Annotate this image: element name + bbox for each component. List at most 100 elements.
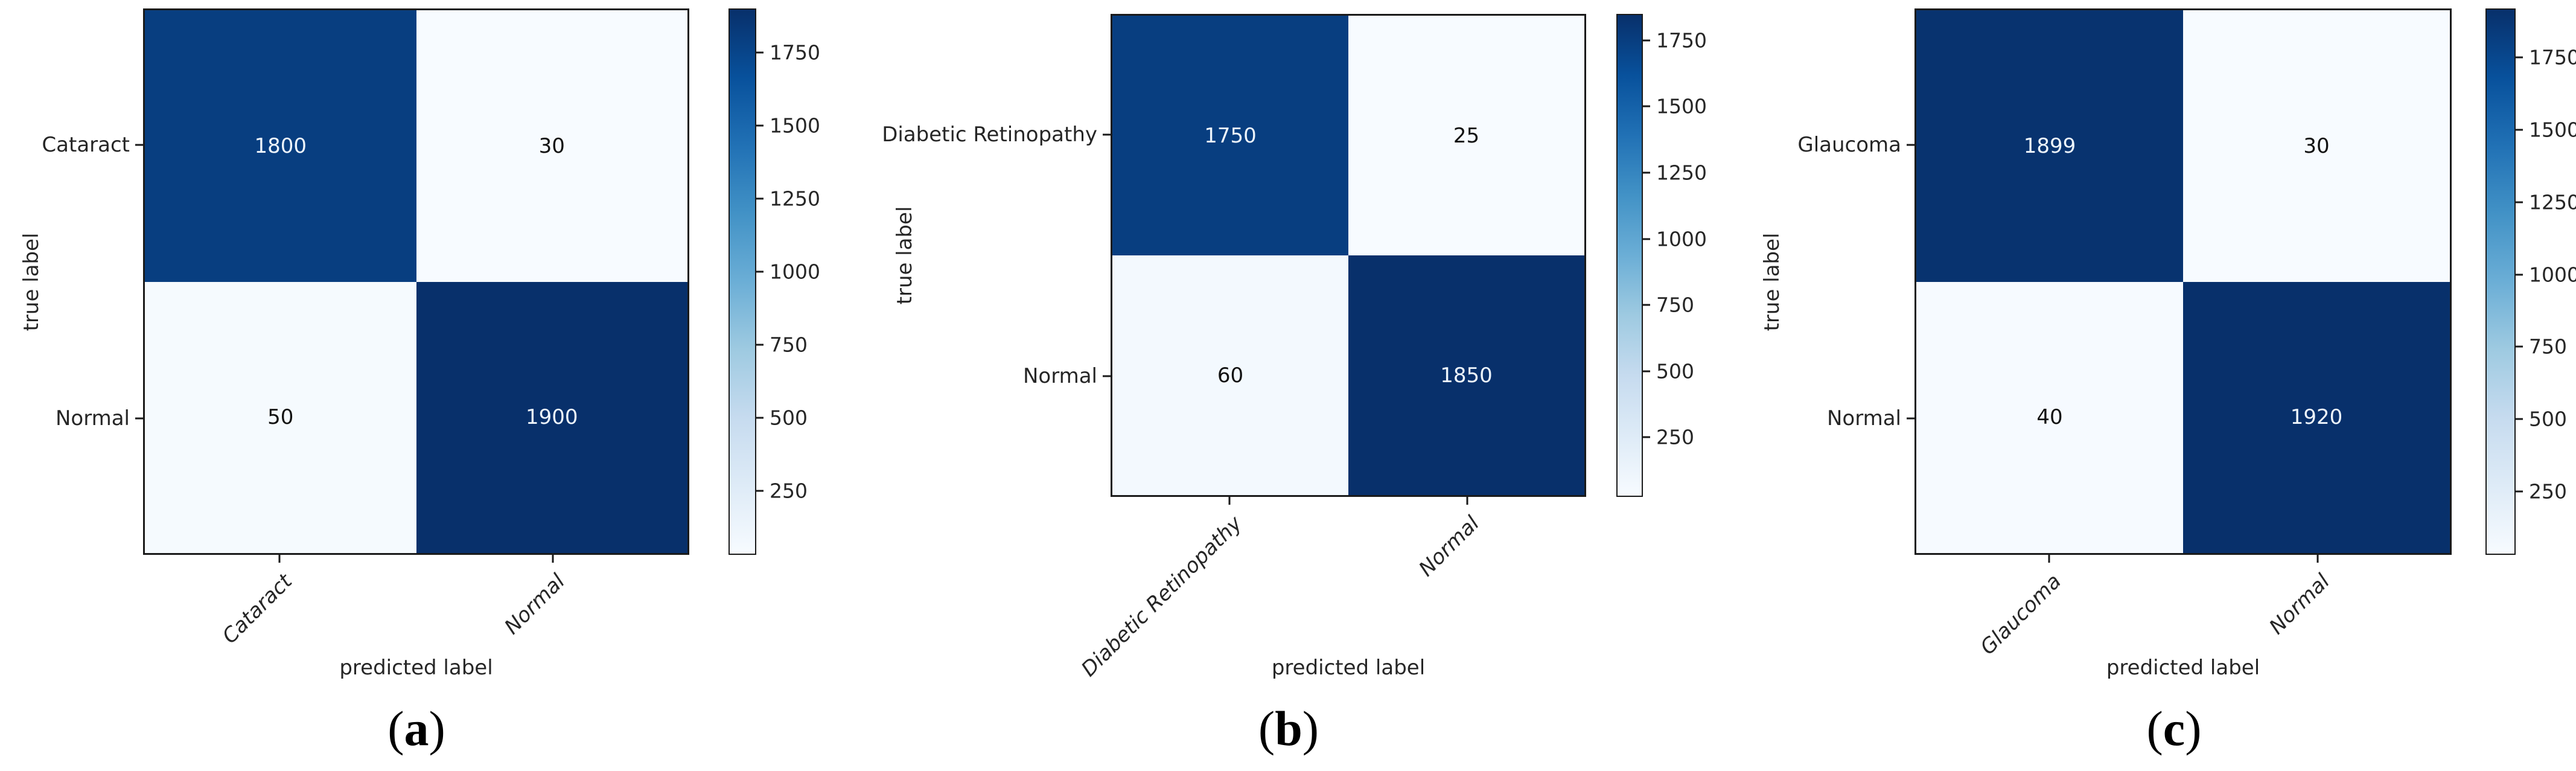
x-tick-label: Normal	[500, 569, 570, 639]
y-tick-mark	[1907, 144, 1914, 146]
x-tick-mark	[552, 555, 554, 563]
colorbar-tick-label: 1500	[2529, 118, 2576, 142]
colorbar-tick-label: 1000	[1656, 227, 1707, 251]
colorbar-tick-label: 250	[770, 479, 808, 503]
y-axis-ticks: Cataract Normal	[0, 8, 143, 555]
cell-value: 60	[1217, 363, 1244, 388]
caption-letter: b	[1275, 701, 1302, 756]
colorbar-tick-mark	[1643, 238, 1650, 240]
colorbar-tick-mark	[756, 124, 764, 127]
y-axis-ticks: Diabetic Retinopathy Normal	[859, 14, 1111, 497]
colorbar-tick-mark	[2516, 490, 2523, 493]
cell-value: 30	[2303, 133, 2330, 158]
x-tick-mark	[1466, 497, 1468, 505]
caption-open-paren: (	[2146, 701, 2163, 756]
matrix-cell-0-0: 1800	[145, 10, 416, 282]
y-tick-label: Diabetic Retinopathy	[882, 123, 1097, 147]
colorbar-tick-label: 1250	[770, 187, 820, 211]
caption-letter: c	[2163, 701, 2185, 756]
matrix-cell-1-0: 60	[1112, 255, 1348, 495]
cell-value: 1900	[525, 405, 578, 430]
colorbar-tick-mark	[1643, 304, 1650, 306]
x-tick-label-wrap: Cataract	[0, 569, 296, 648]
colorbar-tick-mark	[756, 490, 764, 492]
colorbar	[2485, 8, 2516, 555]
cell-value: 1750	[1204, 123, 1257, 148]
colorbar-tick-mark	[2516, 56, 2523, 59]
colorbar-tick-label: 500	[770, 406, 808, 430]
colorbar	[1616, 14, 1643, 497]
x-tick-label-wrap: Normal	[239, 569, 570, 639]
matrix-cell-1-0: 40	[1916, 281, 2183, 553]
caption-open-paren: (	[1258, 701, 1275, 756]
cell-value: 1899	[2023, 133, 2076, 158]
x-tick-label-wrap: Normal	[1153, 511, 1485, 581]
cell-value: 1800	[254, 133, 307, 158]
y-tick-mark	[1103, 133, 1111, 136]
matrix-cell-1-1: 1900	[416, 281, 687, 553]
x-tick-label-wrap: Normal	[2004, 569, 2335, 639]
matrix-cell-1-1: 1850	[1348, 255, 1584, 495]
panel-caption: (c)	[2146, 701, 2202, 756]
colorbar-tick-label: 1500	[1656, 94, 1707, 118]
y-tick-mark	[135, 144, 143, 146]
colorbar-tick-mark	[756, 417, 764, 419]
colorbar-tick-label: 1000	[2529, 263, 2576, 287]
matrix-cell-0-0: 1750	[1112, 16, 1348, 255]
colorbar-tick-label: 1250	[1656, 161, 1707, 185]
colorbar-tick-mark	[1643, 105, 1650, 107]
colorbar-ticks: 1750 1500 1250 1000 750 500 250	[1643, 14, 1776, 497]
x-axis-title: predicted label	[1271, 656, 1426, 680]
panel-caption: (b)	[1258, 701, 1319, 756]
colorbar-tick-label: 1000	[770, 260, 820, 284]
x-tick-mark	[278, 555, 281, 563]
confusion-matrix-panel-c: true label Glaucoma Normal 1899 30 40 1920 G…	[1718, 0, 2576, 771]
colorbar-tick-label: 500	[2529, 407, 2567, 431]
cell-value: 1850	[1440, 363, 1493, 388]
colorbar-tick-label: 250	[2529, 479, 2567, 504]
heatmap-matrix: 1750 25 60 1850	[1111, 14, 1586, 497]
y-tick-label: Cataract	[42, 133, 130, 158]
x-tick-label: Normal	[2265, 569, 2335, 639]
matrix-cell-1-1: 1920	[2183, 281, 2450, 553]
colorbar-tick-label: 1500	[770, 114, 820, 138]
x-axis-ticks: Cataract Normal	[143, 555, 689, 748]
caption-letter: a	[404, 701, 429, 756]
x-axis-title: predicted label	[2106, 656, 2260, 680]
colorbar-tick-mark	[756, 197, 764, 200]
panel-caption: (a)	[387, 701, 445, 756]
caption-close-paren: )	[1302, 701, 1319, 756]
x-tick-mark	[1228, 497, 1231, 505]
colorbar-tick-mark	[2516, 201, 2523, 203]
matrix-cell-0-1: 30	[2183, 10, 2450, 282]
colorbar-tick-mark	[756, 270, 764, 273]
caption-close-paren: )	[429, 701, 445, 756]
colorbar-ticks: 1750 1500 1250 1000 750 500 250	[2516, 8, 2576, 555]
cell-value: 40	[2036, 405, 2063, 430]
colorbar-tick-label: 1750	[2529, 45, 2576, 69]
y-tick-label: Normal	[1826, 406, 1901, 430]
colorbar-tick-mark	[1643, 171, 1650, 174]
cell-value: 30	[538, 133, 565, 158]
colorbar-tick-mark	[756, 344, 764, 346]
colorbar-tick-label: 500	[1656, 359, 1694, 383]
cell-value: 25	[1453, 123, 1480, 148]
x-axis-title: predicted label	[339, 656, 493, 680]
colorbar-tick-label: 1750	[770, 40, 820, 65]
x-tick-label-wrap: Glaucoma	[1735, 569, 2066, 660]
x-tick-label: Diabetic Retinopathy	[1076, 511, 1247, 682]
colorbar-tick-mark	[1643, 39, 1650, 42]
y-tick-mark	[1103, 375, 1111, 377]
colorbar-ticks: 1750 1500 1250 1000 750 500 250	[756, 8, 889, 555]
caption-open-paren: (	[387, 701, 404, 756]
heatmap-matrix: 1899 30 40 1920	[1914, 8, 2452, 555]
colorbar-tick-label: 750	[1656, 293, 1694, 317]
colorbar-tick-label: 1250	[2529, 190, 2576, 214]
y-tick-label: Normal	[1022, 364, 1097, 388]
matrix-cell-0-0: 1899	[1916, 10, 2183, 282]
x-axis-ticks: Diabetic Retinopathy Normal	[1077, 497, 1586, 690]
y-tick-mark	[1907, 417, 1914, 420]
caption-close-paren: )	[2185, 701, 2202, 756]
matrix-cell-0-1: 25	[1348, 16, 1584, 255]
y-tick-label: Glaucoma	[1797, 133, 1901, 158]
